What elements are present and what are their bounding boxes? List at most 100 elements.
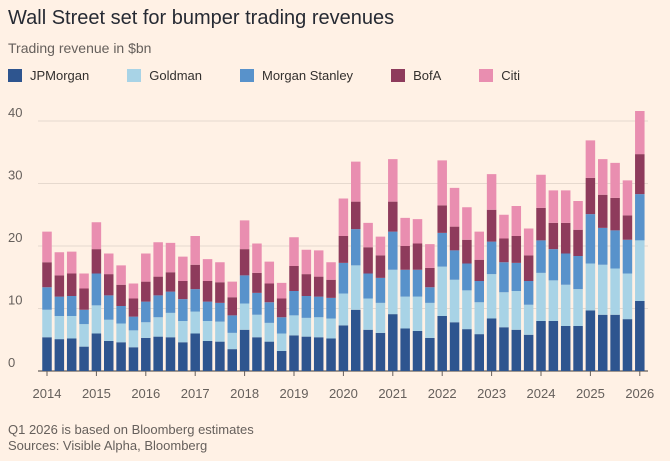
bar-stack-q1-2020	[338, 198, 349, 371]
bar-stack-q4-2019	[326, 262, 336, 371]
bar-morgan-stanley	[289, 291, 299, 316]
bar-morgan-stanley	[474, 281, 484, 303]
bar-bofa	[351, 201, 361, 230]
bar-goldman	[54, 316, 65, 340]
footnote: Q1 2026 is based on Bloomberg estimates	[8, 422, 254, 437]
chart-footer: Q1 2026 is based on Bloomberg estimates …	[8, 422, 254, 454]
bar-stack-q2-2022	[449, 187, 460, 371]
bar-morgan-stanley	[165, 291, 176, 313]
bar-jpmorgan	[499, 327, 509, 371]
bar-goldman	[388, 269, 398, 315]
bar-stack-q2-2025	[598, 159, 608, 371]
bar-bofa	[462, 239, 472, 264]
bar-bofa	[215, 282, 225, 303]
bar-citi	[79, 273, 89, 289]
bar-citi	[598, 159, 608, 195]
bar-bofa	[363, 247, 373, 274]
bar-bofa	[227, 297, 237, 316]
legend-label-morgan-stanley: Morgan Stanley	[262, 68, 354, 83]
bar-morgan-stanley	[523, 281, 534, 305]
bar-jpmorgan	[511, 329, 522, 371]
legend-label-goldman: Goldman	[149, 68, 202, 83]
bar-stack-q1-2023	[486, 174, 497, 371]
bar-goldman	[264, 322, 275, 342]
bar-jpmorgan	[437, 316, 447, 371]
x-tick-label: 2024	[527, 386, 556, 401]
bar-citi	[462, 207, 472, 240]
bar-jpmorgan	[486, 318, 497, 371]
bar-citi	[227, 281, 237, 298]
sources: Sources: Visible Alpha, Bloomberg	[8, 438, 208, 453]
legend-item-jpmorgan: JPMorgan	[8, 68, 89, 83]
bar-jpmorgan	[412, 331, 423, 371]
bar-bofa	[425, 267, 435, 288]
bar-morgan-stanley	[351, 229, 361, 266]
bar-goldman	[351, 265, 361, 310]
bar-jpmorgan	[202, 341, 213, 371]
y-tick-label: 40	[8, 105, 22, 120]
bar-stack-q1-2024	[536, 174, 546, 371]
bar-bofa	[622, 215, 633, 240]
bar-stack-q4-2020	[375, 236, 386, 371]
bar-morgan-stanley	[326, 297, 336, 319]
bar-jpmorgan	[190, 333, 200, 371]
bar-citi	[375, 236, 386, 256]
bar-bofa	[79, 288, 89, 310]
bar-goldman	[560, 284, 571, 326]
bar-stack-q1-2015	[91, 222, 102, 371]
bar-citi	[54, 252, 65, 276]
x-tick-label: 2019	[280, 386, 309, 401]
bar-morgan-stanley	[449, 250, 460, 280]
bar-citi	[301, 249, 312, 275]
bar-bofa	[486, 209, 497, 242]
bar-bofa	[66, 273, 77, 296]
bar-stack-q2-2019	[301, 249, 312, 371]
bar-citi	[141, 253, 151, 282]
legend-label-bofa: BofA	[413, 68, 442, 83]
bar-bofa	[153, 276, 163, 296]
bar-stack-q3-2022	[462, 207, 472, 371]
x-tick-label: 2023	[477, 386, 506, 401]
bar-goldman	[42, 309, 52, 338]
bar-jpmorgan	[375, 332, 386, 371]
bar-jpmorgan	[165, 337, 176, 371]
bar-citi	[153, 242, 163, 277]
bar-morgan-stanley	[42, 287, 52, 310]
bar-jpmorgan	[276, 351, 287, 371]
bar-citi	[215, 262, 225, 283]
bar-citi	[437, 160, 447, 206]
bar-stack-q2-2024	[548, 190, 559, 371]
bar-stack-q3-2014	[66, 251, 77, 371]
bar-morgan-stanley	[400, 269, 410, 297]
bar-morgan-stanley	[548, 249, 559, 281]
bar-goldman	[165, 312, 176, 338]
bar-morgan-stanley	[264, 302, 275, 323]
bar-stack-q3-2023	[511, 206, 522, 371]
bar-citi	[523, 228, 534, 256]
bar-citi	[116, 265, 126, 285]
bar-stack-q4-2015	[128, 283, 139, 371]
bar-goldman	[511, 291, 522, 330]
bar-stack-q3-2018	[264, 261, 275, 371]
bar-citi	[351, 161, 361, 202]
bar-citi	[313, 250, 324, 277]
bar-citi	[573, 201, 583, 230]
bar-morgan-stanley	[301, 296, 312, 318]
bar-jpmorgan	[523, 334, 534, 371]
bar-stack-q4-2022	[474, 231, 484, 371]
bar-bofa	[141, 281, 151, 302]
bar-citi	[536, 174, 546, 208]
bar-goldman	[375, 302, 386, 333]
bar-jpmorgan	[104, 341, 114, 371]
bar-citi	[474, 231, 484, 260]
bar-morgan-stanley	[313, 296, 324, 318]
bar-bofa	[499, 238, 509, 263]
bar-stack-q1-2017	[190, 236, 200, 371]
bar-jpmorgan	[54, 339, 65, 371]
bar-goldman	[326, 318, 336, 339]
bar-morgan-stanley	[116, 306, 126, 324]
bar-goldman	[585, 263, 596, 311]
bar-goldman	[573, 289, 583, 326]
bar-goldman	[301, 317, 312, 337]
